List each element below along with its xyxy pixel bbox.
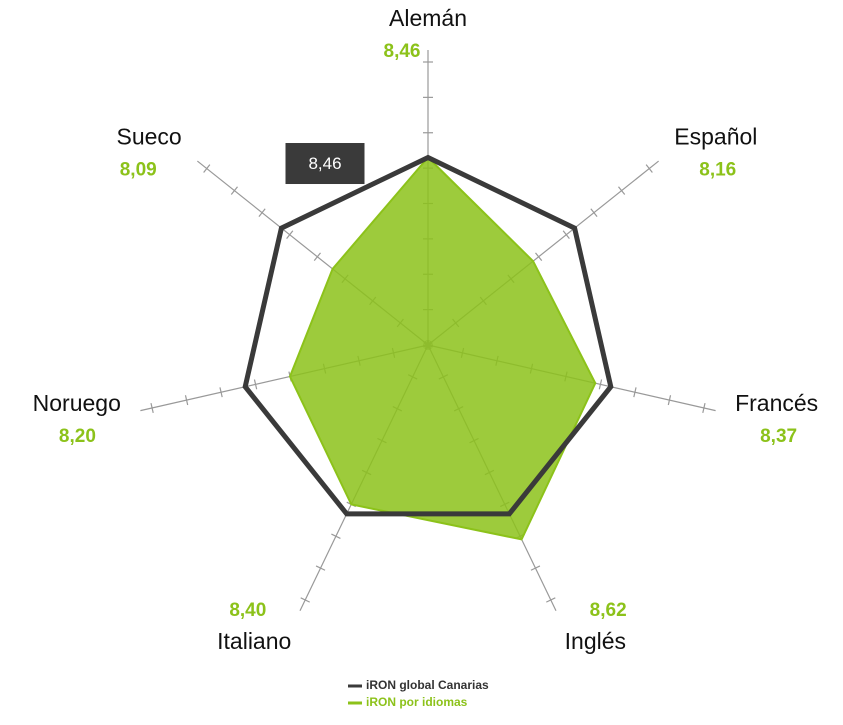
tick-mark	[315, 565, 326, 571]
value-label: 8,37	[760, 426, 797, 447]
tick-mark	[253, 379, 258, 390]
tooltip-label: 8,46	[308, 154, 341, 173]
tick-mark	[219, 387, 223, 398]
line	[242, 154, 614, 517]
value-label: 8,20	[59, 426, 96, 447]
legend-label: iRON por idiomas	[366, 695, 468, 709]
category-label: Alemán	[389, 5, 467, 31]
value-label: 8,40	[229, 600, 266, 621]
category-label: Sueco	[117, 124, 182, 150]
category-label: Italiano	[217, 628, 291, 654]
tick-mark	[598, 379, 603, 390]
tick-mark	[530, 565, 541, 571]
category-label: Francés	[735, 390, 818, 416]
tick-mark	[300, 597, 310, 603]
tick-mark	[562, 230, 570, 240]
tick-mark	[258, 208, 266, 217]
tooltip-box	[284, 142, 366, 186]
tick-mark	[313, 252, 321, 262]
tick-mark	[618, 186, 626, 195]
tick-mark	[590, 208, 598, 217]
legend-label: iRON global Canarias	[366, 678, 489, 692]
tick-mark	[230, 186, 238, 195]
tick-mark	[645, 164, 653, 173]
tick-mark	[203, 164, 211, 173]
value-label: 8,09	[120, 160, 157, 181]
category-label: Español	[674, 124, 757, 150]
value-label: 8,62	[590, 600, 627, 621]
tick-mark	[286, 230, 294, 240]
tick-mark	[667, 395, 672, 406]
tick-mark	[150, 402, 154, 413]
area	[288, 156, 597, 541]
category-label: Noruego	[33, 390, 121, 416]
tick-mark	[331, 533, 341, 539]
tick-mark	[702, 402, 706, 413]
tick-mark	[546, 597, 556, 603]
value-label: 8,16	[699, 160, 736, 181]
tick-mark	[535, 252, 543, 262]
category-label: Inglés	[565, 628, 626, 654]
value-label: 8,46	[384, 41, 421, 62]
tick-mark	[633, 387, 637, 398]
tick-mark	[184, 395, 189, 406]
